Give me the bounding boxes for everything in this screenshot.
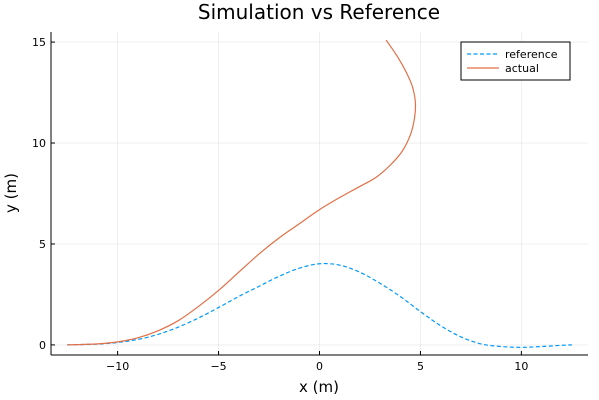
tick-labels: −10 −5 0 5 10 0 5 10 15 bbox=[32, 36, 528, 373]
series-line-actual bbox=[67, 39, 417, 346]
series-layer bbox=[67, 39, 572, 348]
chart-title: Simulation vs Reference bbox=[198, 0, 440, 24]
y-tick-label: 10 bbox=[32, 137, 46, 150]
legend-label-reference: reference bbox=[505, 48, 558, 61]
y-tick-label: 5 bbox=[39, 238, 46, 251]
x-tick-label: 5 bbox=[417, 360, 424, 373]
x-axis-label: x (m) bbox=[299, 378, 339, 396]
series-line-reference bbox=[67, 262, 572, 348]
x-tick-label: 0 bbox=[316, 360, 323, 373]
x-tick-label: −10 bbox=[106, 360, 129, 373]
x-tick-label: 10 bbox=[514, 360, 528, 373]
y-tick-label: 15 bbox=[32, 36, 46, 49]
legend-box bbox=[460, 41, 571, 81]
axes bbox=[50, 32, 588, 356]
x-tick-label: −5 bbox=[210, 360, 226, 373]
legend-label-actual: actual bbox=[505, 62, 539, 75]
y-axis-label: y (m) bbox=[2, 173, 20, 213]
y-tick-label: 0 bbox=[39, 339, 46, 352]
